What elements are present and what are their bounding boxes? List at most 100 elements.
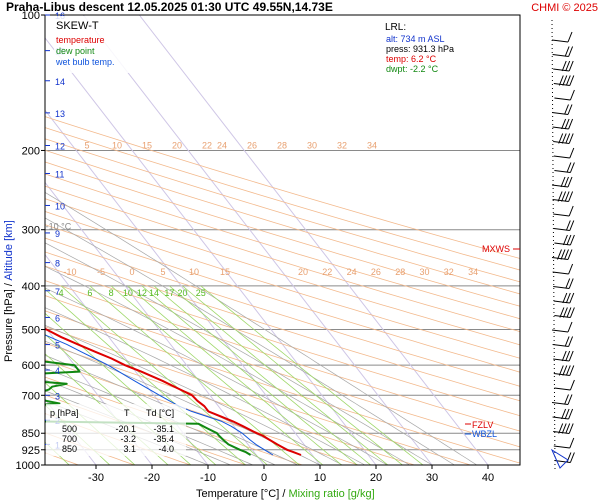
- dry-adiabat-label: 28: [277, 140, 287, 150]
- axes: -30 -20 -10 0 10 20 30 401002003004005006007008…: [16, 10, 495, 484]
- barb-staff: [553, 213, 570, 217]
- mxws-label: MXWS: [482, 244, 510, 254]
- dry-adiabat-label: 30: [419, 267, 429, 277]
- dry-adiabat-label: 32: [337, 140, 347, 150]
- dry-adiabat-label: 10: [112, 140, 122, 150]
- wind-barb: [552, 118, 574, 130]
- moist-adiabat: [45, 367, 276, 465]
- table-header-td: Td [°C]: [146, 408, 174, 418]
- mixing-ratio-line: [45, 312, 217, 465]
- x-tick-label: 0: [261, 472, 267, 484]
- copyright: CHMI © 2025: [531, 2, 598, 14]
- wind-barb: [551, 394, 573, 405]
- dry-adiabat: [45, 138, 520, 283]
- barb-flag: [569, 379, 575, 391]
- barb-flag: [565, 350, 571, 362]
- wind-barb: [553, 278, 574, 289]
- barb-flag: [564, 118, 570, 130]
- barb-flag: [561, 423, 567, 434]
- wind-barb: [553, 205, 574, 217]
- y-axis-label: Pressure [hPa] / Altitude [km]: [3, 220, 15, 362]
- mixing-ratio-line: [110, 285, 324, 465]
- plot-background: [45, 15, 520, 465]
- wind-barb: [554, 307, 575, 318]
- dry-adiabat-label: 34: [468, 267, 478, 277]
- dry-adiabat: [45, 326, 471, 465]
- mixing-ratio-line: [182, 285, 403, 465]
- mixing-ratio-line: [45, 288, 246, 465]
- barb-flag: [561, 408, 567, 420]
- dry-adiabat-label: 22: [202, 140, 212, 150]
- dry-adiabat-label: 34: [367, 140, 377, 150]
- barb-flag: [561, 350, 567, 362]
- barb-flag: [557, 191, 563, 202]
- km-tick-label: 7: [55, 287, 60, 297]
- barb-flag: [560, 249, 566, 260]
- wind-barb: [552, 263, 574, 275]
- barb-staff: [551, 39, 569, 43]
- dry-adiabat-label: 5: [84, 140, 89, 150]
- legend-temperature: temperature: [56, 35, 105, 45]
- km-tick-label: 13: [55, 109, 65, 119]
- barb-flag: [562, 365, 568, 376]
- km-tick-label: 11: [55, 169, 64, 179]
- wind-barb: [553, 365, 575, 376]
- mixing-ratio-line: [153, 285, 371, 465]
- dry-adiabat-label: 26: [371, 267, 381, 277]
- lrl-dwpt: dwpt: -2.2 °C: [386, 64, 439, 74]
- barb-flag: [558, 365, 564, 376]
- barb-staff: [551, 402, 569, 405]
- dry-adiabat: [45, 237, 520, 387]
- barb-staff: [553, 141, 570, 144]
- barb-staff: [553, 68, 570, 72]
- barb-staff: [552, 344, 569, 347]
- dry-adiabat: [45, 310, 520, 464]
- isotherm: [45, 109, 321, 465]
- dry-adiabat-label: -10: [63, 267, 76, 277]
- barb-flag: [562, 234, 568, 246]
- barb-flag: [569, 220, 575, 231]
- dry-adiabat: [45, 280, 520, 432]
- x-tick-label: -20: [144, 472, 160, 484]
- dry-adiabat-label: 20: [298, 267, 308, 277]
- barb-flag: [561, 118, 567, 130]
- dry-adiabat-label: 22: [322, 267, 332, 277]
- legend-title: SKEW-T: [56, 20, 99, 32]
- p-tick-label: 1000: [16, 460, 40, 472]
- p-tick-label: 400: [22, 281, 40, 293]
- mixing-ratio-label: 8: [109, 288, 114, 298]
- dry-adiabat-label: 26: [247, 140, 257, 150]
- barb-staff: [553, 286, 570, 289]
- plot-frame: [44, 14, 521, 466]
- table-header-p: p [hPa]: [50, 408, 79, 418]
- barb-flag: [569, 147, 575, 159]
- moist-adiabat: [45, 307, 365, 465]
- lrl-box: LRL: alt: 734 m ASL press: 931.3 hPa tem…: [382, 18, 485, 78]
- barb-flag: [561, 191, 567, 202]
- lrl-title: LRL:: [385, 22, 406, 33]
- background-labels: 4 6 8 10 12 14 17 20 25-10 °C5 10 15 20 22 24 26 28 30 32…: [46, 140, 478, 297]
- barb-flag: [565, 220, 571, 231]
- moist-adiabat: [45, 265, 410, 465]
- lrl-temp: temp: 6.2 °C: [386, 54, 437, 64]
- barb-flag: [559, 307, 565, 318]
- barb-flag: [561, 60, 567, 72]
- x-axis-label: Temperature [°C] / Mixing ratio [g/kg]: [196, 488, 375, 500]
- table-cell: -3.2: [120, 434, 136, 444]
- table-cell: -20.1: [115, 424, 136, 434]
- chart-title: Praha-Libus descent 12.05.2025 01:30 UTC…: [6, 0, 333, 14]
- barb-flag: [568, 205, 574, 217]
- barb-flag: [557, 249, 562, 260]
- barb-flag: [566, 307, 572, 318]
- isotherm: [45, 326, 153, 465]
- table-cell: -35.4: [153, 434, 174, 444]
- wind-barb: [553, 133, 574, 144]
- km-tick-label: 10: [55, 201, 65, 211]
- table-cell: -35.1: [153, 424, 174, 434]
- barb-flag: [565, 423, 571, 434]
- mixing-ratio-label: 25: [196, 288, 206, 298]
- barb-flag: [567, 104, 573, 115]
- wind-barb: [553, 292, 575, 304]
- barb-flag: [567, 176, 573, 188]
- series-line-temperature: [45, 327, 302, 456]
